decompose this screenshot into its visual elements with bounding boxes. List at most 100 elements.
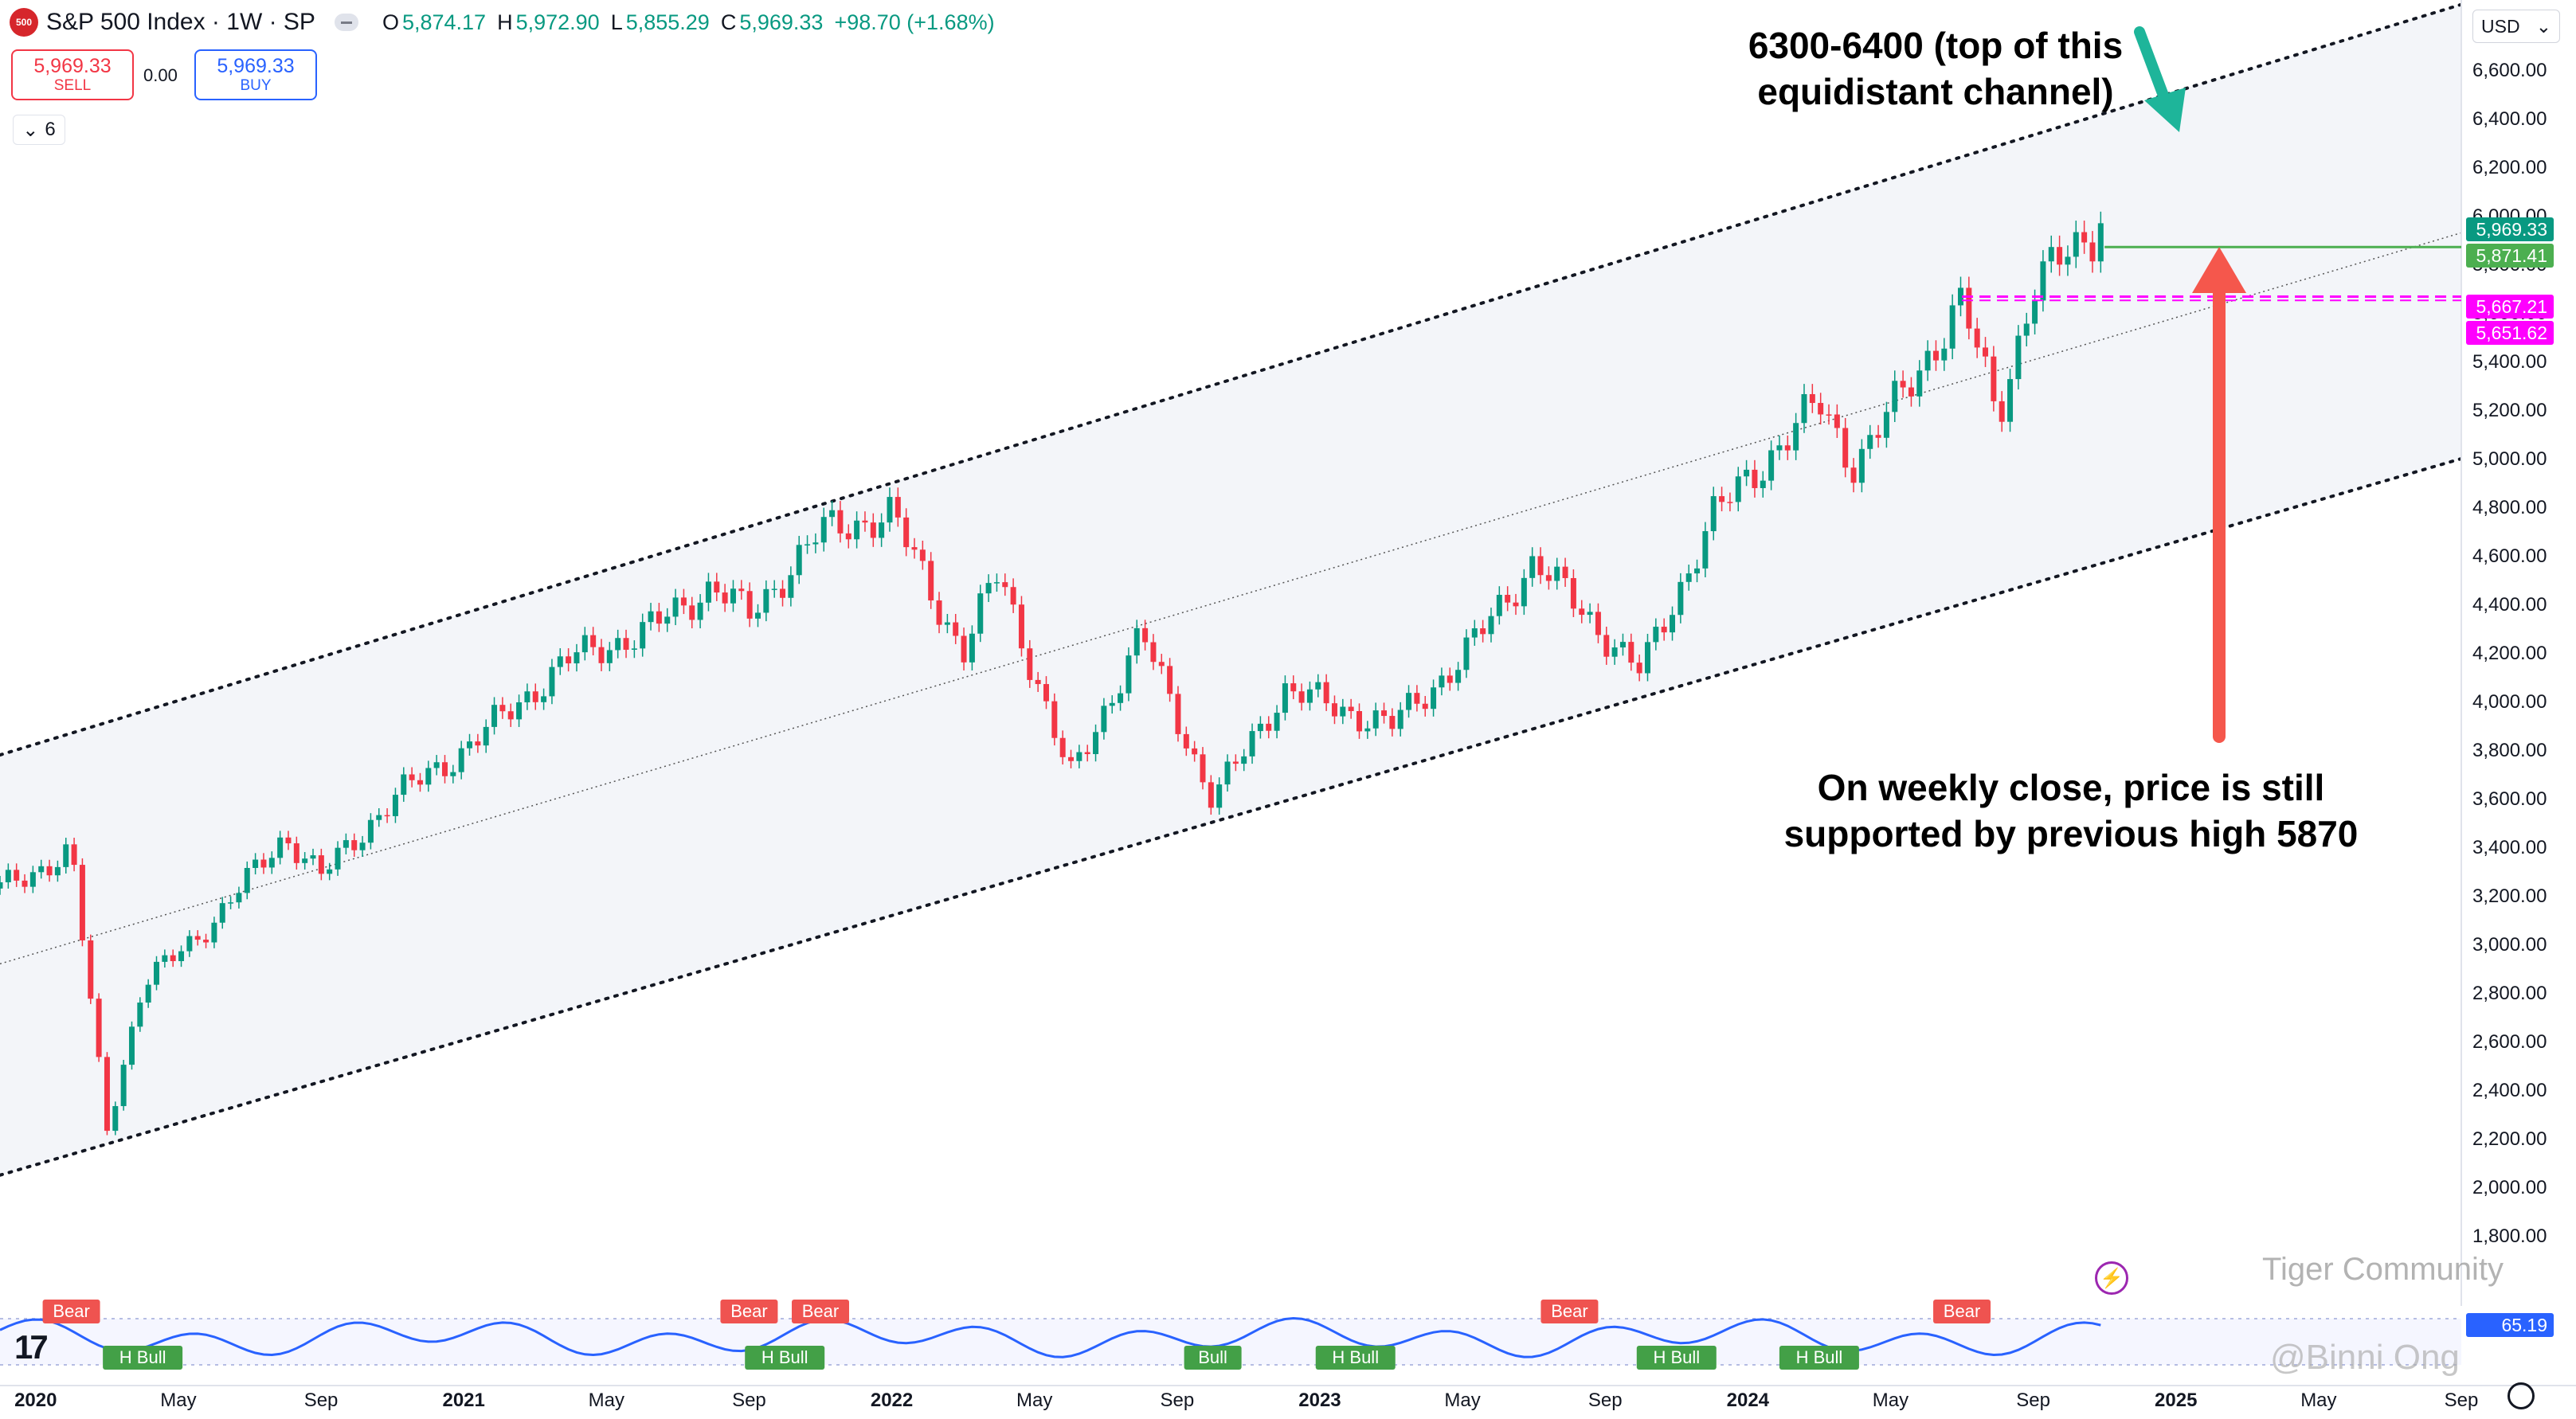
candle-body: [1818, 403, 1824, 415]
open-value: 5,874.17: [401, 10, 487, 34]
buy-button[interactable]: 5,969.33 BUY: [194, 49, 317, 100]
indicators-toggle[interactable]: ⌄ 6: [13, 115, 65, 145]
candle-body: [186, 936, 193, 952]
candle-body: [1232, 761, 1239, 764]
candle-body: [738, 588, 745, 592]
candle-body: [1809, 393, 1815, 404]
sell-button[interactable]: 5,969.33 SELL: [11, 49, 134, 100]
rsi-marker-label: Bear: [802, 1301, 839, 1321]
candle-body: [1241, 756, 1247, 764]
candle-body: [887, 497, 893, 523]
candle-body: [1784, 445, 1791, 451]
rsi-marker-badge: [1636, 1346, 1717, 1370]
x-tick-label: Sep: [2016, 1390, 2050, 1411]
candle-body: [1661, 627, 1667, 633]
candle-body: [335, 847, 341, 870]
candle-body: [1826, 414, 1832, 416]
rsi-marker-label: H Bull: [1653, 1347, 1700, 1367]
candle-body: [895, 497, 901, 518]
candle-body: [541, 696, 547, 702]
indicators-count: 6: [45, 119, 56, 140]
candle-body: [1183, 733, 1189, 749]
candle-body: [1431, 687, 1437, 710]
x-tick-label: Sep: [1588, 1390, 1623, 1411]
candle-body: [441, 762, 448, 776]
x-tick-label: 2024: [1727, 1390, 1770, 1411]
candle-body: [1892, 381, 1898, 412]
collapse-legend-button[interactable]: [334, 14, 358, 31]
currency-select[interactable]: USD ⌄: [2472, 10, 2560, 43]
candle-body: [343, 840, 349, 848]
candle-body: [178, 951, 185, 961]
y-tick-label: 2,400.00: [2472, 1080, 2547, 1101]
candle-body: [63, 844, 69, 867]
low-label: L: [610, 10, 623, 34]
candle-body: [1340, 706, 1346, 717]
candle-body: [499, 705, 506, 712]
candle-body: [2081, 232, 2088, 243]
candle-body: [1678, 581, 1684, 616]
candle-body: [837, 510, 844, 534]
candle-body: [359, 842, 366, 850]
candle-body: [1142, 627, 1149, 643]
candle-body: [1364, 728, 1371, 732]
candle-body: [1306, 689, 1313, 703]
candle-body: [780, 588, 786, 598]
candle-body: [549, 666, 555, 697]
rsi-marker-label: H Bull: [1332, 1347, 1379, 1367]
candle-body: [507, 711, 514, 720]
lightning-icon[interactable]: ⚡: [2095, 1261, 2128, 1295]
candle-body: [128, 1026, 135, 1065]
candle-body: [1488, 616, 1494, 635]
candle-body: [425, 768, 432, 785]
x-tick-label: 2025: [2155, 1390, 2197, 1411]
candle-body: [1752, 469, 1758, 488]
candle-body: [1768, 450, 1775, 481]
candle-body: [1439, 675, 1445, 688]
candle-body: [327, 869, 333, 874]
candle-body: [2048, 247, 2054, 262]
candle-body: [2032, 300, 2038, 324]
candle-body: [1619, 642, 1626, 648]
candle-body: [1257, 723, 1263, 732]
candle-body: [1200, 754, 1206, 783]
candle-body: [1249, 731, 1255, 756]
candle-body: [88, 940, 94, 999]
candle-body: [1002, 582, 1008, 588]
candle-body: [2040, 261, 2046, 301]
rsi-marker-label: Bear: [730, 1301, 767, 1321]
candle-body: [1372, 710, 1379, 729]
candle-body: [1059, 737, 1066, 757]
candle-body: [581, 635, 588, 653]
candle-body: [1801, 393, 1807, 424]
candle-body: [1126, 655, 1132, 694]
candle-body: [203, 940, 209, 943]
candle-body: [903, 517, 910, 548]
candle-body: [228, 902, 234, 904]
symbol-title[interactable]: S&P 500 Index · 1W · SP: [46, 9, 315, 35]
high-label: H: [497, 10, 513, 34]
red-arrow-head: [2192, 247, 2246, 293]
candle-body: [1447, 675, 1453, 683]
settings-icon[interactable]: [2507, 1382, 2535, 1409]
candle-body: [1974, 328, 1980, 348]
tradingview-logo[interactable]: 17: [14, 1328, 49, 1366]
rsi-marker-label: H Bull: [761, 1347, 808, 1367]
candle-body: [351, 840, 358, 850]
y-tick-label: 3,200.00: [2472, 885, 2547, 907]
open-label: O: [382, 10, 399, 34]
candle-body: [879, 522, 885, 538]
rsi-marker-badge: [42, 1300, 100, 1323]
candle-body: [46, 866, 53, 876]
candle-body: [524, 691, 530, 702]
channel-lower-line: [0, 457, 2463, 1177]
candle-body: [1101, 706, 1107, 733]
candle-body: [1883, 412, 1889, 438]
candle-body: [985, 583, 992, 594]
candle-body: [310, 855, 316, 859]
candle-body: [5, 870, 11, 882]
teal-arrow-shaft: [2134, 26, 2169, 101]
candle-body: [1414, 693, 1420, 704]
candle-body: [367, 819, 374, 843]
